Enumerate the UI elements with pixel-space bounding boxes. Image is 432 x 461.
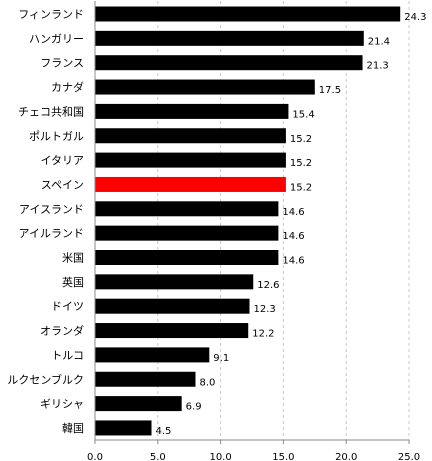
category-label: ルクセンブルク <box>7 372 84 386</box>
value-label: 14.6 <box>282 256 304 267</box>
value-label: 12.6 <box>257 280 279 291</box>
value-label: 12.2 <box>252 329 274 340</box>
x-tick-label: 20.0 <box>335 452 357 461</box>
value-label: 15.2 <box>290 134 312 145</box>
bar <box>95 323 249 339</box>
bar <box>95 55 363 71</box>
bar <box>95 396 182 412</box>
category-label: 韓国 <box>62 422 84 435</box>
x-tick-label: 25.0 <box>398 452 420 461</box>
value-label: 14.6 <box>282 231 304 242</box>
bar <box>95 274 254 290</box>
value-label: 15.2 <box>290 158 312 169</box>
category-label: トルコ <box>51 349 84 362</box>
category-label: フランス <box>40 57 84 70</box>
category-label: ギリシャ <box>40 398 84 411</box>
category-label: フィンランド <box>18 8 84 21</box>
bar <box>95 347 210 363</box>
category-label: ハンガリー <box>29 32 84 45</box>
x-tick-label: 10.0 <box>209 452 231 461</box>
value-label: 8.0 <box>199 377 215 388</box>
value-label: 24.3 <box>404 12 426 23</box>
x-tick-label: 5.0 <box>150 452 166 461</box>
bar <box>95 298 250 314</box>
category-labels: フィンランドハンガリーフランスカナダチェコ共和国ポルトガルイタリアスペインアイス… <box>7 8 84 435</box>
bar <box>95 79 315 95</box>
bar <box>95 103 289 119</box>
value-label: 21.3 <box>367 61 389 72</box>
category-label: チェコ共和国 <box>18 105 84 118</box>
value-label: 14.6 <box>282 207 304 218</box>
category-label: イタリア <box>40 154 84 167</box>
category-label: ドイツ <box>51 300 84 313</box>
value-label: 21.4 <box>368 36 390 47</box>
value-labels: 24.3 21.4 21.3 17.5 15.4 15.2 15.2 15.2 14.6 14.6… <box>156 12 427 437</box>
bar <box>95 371 196 387</box>
category-label: ポルトガル <box>29 130 84 143</box>
grid-lines <box>157 1 410 440</box>
bar <box>95 250 279 265</box>
bar <box>95 201 279 217</box>
value-label: 4.5 <box>156 426 172 437</box>
category-label: アイルランド <box>19 227 84 240</box>
x-tick-label: 0.0 <box>87 452 103 461</box>
bar <box>95 128 286 144</box>
bar <box>95 30 364 46</box>
bar <box>95 152 286 168</box>
bar-highlighted <box>95 176 286 192</box>
category-label: 米国 <box>62 252 84 265</box>
category-label: カナダ <box>51 80 84 94</box>
value-label: 6.9 <box>186 402 202 413</box>
value-label: 12.3 <box>253 304 275 315</box>
value-label: 17.5 <box>319 85 341 96</box>
bar <box>95 420 152 436</box>
bars <box>95 6 401 436</box>
axes <box>94 1 410 444</box>
value-label: 9.1 <box>213 353 229 364</box>
category-label: 英国 <box>62 275 84 289</box>
x-tick-label: 15.0 <box>272 452 294 461</box>
bar <box>95 225 279 241</box>
category-label: オランダ <box>40 324 84 338</box>
category-label: アイスランド <box>19 203 84 216</box>
value-label: 15.4 <box>292 109 314 120</box>
bar <box>95 6 401 22</box>
category-label: スペイン <box>41 178 84 191</box>
tick-labels: 0.0 5.0 10.0 15.0 20.0 25.0 <box>87 452 420 461</box>
value-label: 15.2 <box>290 182 312 193</box>
